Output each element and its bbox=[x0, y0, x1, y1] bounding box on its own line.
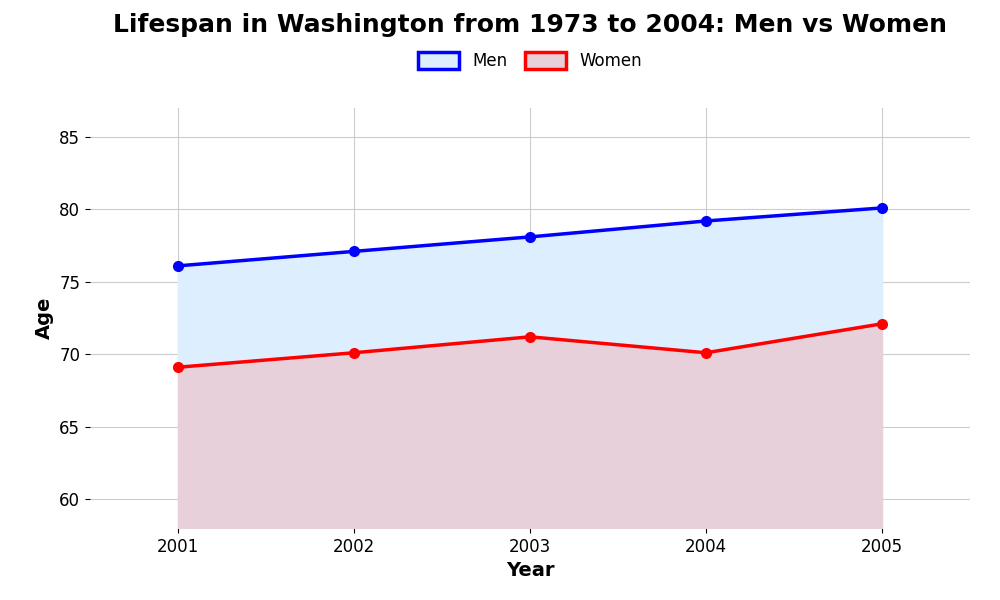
Y-axis label: Age: Age bbox=[35, 297, 54, 339]
Legend: Men, Women: Men, Women bbox=[411, 45, 649, 76]
Title: Lifespan in Washington from 1973 to 2004: Men vs Women: Lifespan in Washington from 1973 to 2004… bbox=[113, 13, 947, 37]
X-axis label: Year: Year bbox=[506, 561, 554, 580]
